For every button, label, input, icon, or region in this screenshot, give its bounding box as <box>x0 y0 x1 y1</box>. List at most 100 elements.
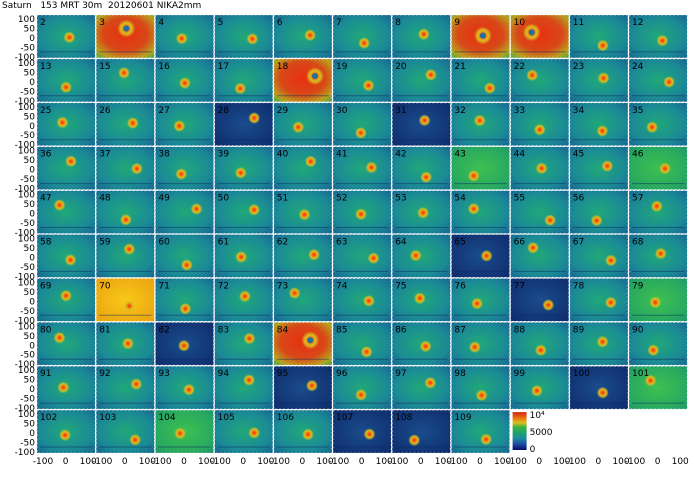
panel-frame <box>451 14 510 59</box>
panel-50: 50 <box>214 190 274 234</box>
panel-frame <box>332 102 392 147</box>
panel-background <box>96 58 155 102</box>
panel-frame <box>391 58 451 103</box>
panel-frame <box>36 234 96 278</box>
beam-spot <box>409 249 422 262</box>
panel-frame <box>391 102 451 147</box>
beam-spot <box>480 433 493 446</box>
panel-number: 35 <box>632 106 643 116</box>
panel-number: 65 <box>454 238 465 248</box>
panel-number: 94 <box>218 369 230 379</box>
panel-frame <box>273 321 333 366</box>
panel-55: 55 <box>510 190 570 234</box>
beam-spot <box>354 208 367 221</box>
beam-spot <box>355 388 368 401</box>
panel-frame <box>569 102 629 147</box>
panel-2: 2 <box>36 14 96 59</box>
beam-spot <box>354 126 367 139</box>
x-tick-label: 100 <box>80 457 97 467</box>
panel-13: 13 <box>36 58 96 103</box>
title-date: 20120601 <box>108 1 154 11</box>
panel-frame <box>569 365 629 410</box>
panel-77: 77 <box>510 278 570 322</box>
panel-frame <box>36 365 96 410</box>
beam-spot <box>119 213 132 226</box>
panel-106: 106 <box>273 409 333 454</box>
panel-frame <box>36 102 96 147</box>
panel-number: 44 <box>514 150 526 160</box>
panel-background <box>273 366 332 410</box>
panel-27: 27 <box>155 102 214 147</box>
panel-background <box>392 410 451 453</box>
panel-background <box>214 322 273 366</box>
panel-background <box>510 322 569 366</box>
panel-background <box>333 15 392 58</box>
panel-frame <box>569 278 629 322</box>
panel-69: 69 <box>36 278 96 322</box>
panel-background <box>333 410 392 453</box>
panel-74: 74 <box>332 278 392 322</box>
panel-number: 108 <box>395 413 412 423</box>
panel-63: 63 <box>332 234 392 278</box>
beam-spot <box>246 32 259 45</box>
panel-frame <box>214 146 274 190</box>
panel-background <box>629 146 688 190</box>
panel-number: 13 <box>40 62 51 72</box>
panel-94: 94 <box>214 365 274 410</box>
panel-10: 10 <box>510 14 570 59</box>
panel-105: 105 <box>214 409 274 454</box>
panel-number: 88 <box>514 325 526 335</box>
panel-number: 66 <box>514 238 526 248</box>
beam-spot <box>646 121 659 134</box>
panel-68: 68 <box>628 234 688 278</box>
panel-86: 86 <box>391 321 451 366</box>
panel-number: 15 <box>99 62 110 72</box>
beam-spot <box>60 81 73 94</box>
panel-103: 103 <box>95 409 155 454</box>
beam-spot <box>175 168 188 181</box>
panel-number: 9 <box>454 18 460 28</box>
panel-background <box>37 58 96 102</box>
panel-number: 103 <box>99 413 116 423</box>
panel-20: 20 <box>391 58 451 103</box>
panel-frame <box>451 321 510 366</box>
y-tick-label: 50 <box>24 68 36 78</box>
x-tick-label: 0 <box>655 457 661 467</box>
panel-frame <box>628 234 688 278</box>
beam-spot <box>647 344 660 357</box>
x-tick-label: 100 <box>672 457 689 467</box>
panel-number: 6 <box>277 18 283 28</box>
x-tick-label: -100 <box>33 457 54 467</box>
panel-number: 75 <box>395 281 406 291</box>
panel-number: 105 <box>218 413 235 423</box>
panel-5: 5 <box>214 14 274 59</box>
beam-spot <box>64 155 77 168</box>
y-tick-label: -50 <box>20 351 35 361</box>
panel-frame <box>95 58 155 103</box>
panel-frame <box>451 409 510 454</box>
panel-number: 3 <box>99 18 105 28</box>
y-tick-label: 0 <box>29 122 35 132</box>
panel-99: 99 <box>510 365 570 410</box>
beam-spot <box>130 378 143 391</box>
panel-frame <box>273 146 333 190</box>
panel-number: 28 <box>218 106 230 116</box>
panel-background <box>155 190 214 234</box>
panel-62: 62 <box>273 234 333 278</box>
panel-76: 76 <box>451 278 510 322</box>
y-tick-label: 50 <box>24 24 36 34</box>
y-tick-label: -100 <box>15 53 36 63</box>
panel-frame <box>332 190 392 234</box>
panel-number: 5 <box>218 18 224 28</box>
y-tick-label: 50 <box>24 332 36 342</box>
panel-25: 25 <box>36 102 96 147</box>
panel-background <box>569 102 628 146</box>
panel-60: 60 <box>155 234 214 278</box>
panel-57: 57 <box>628 190 688 234</box>
panel-number: 64 <box>395 238 407 248</box>
panel-64: 64 <box>391 234 451 278</box>
panel-frame <box>391 321 451 366</box>
panel-8: 8 <box>391 14 451 59</box>
panel-background <box>37 146 96 190</box>
x-tick-label: 100 <box>198 457 215 467</box>
